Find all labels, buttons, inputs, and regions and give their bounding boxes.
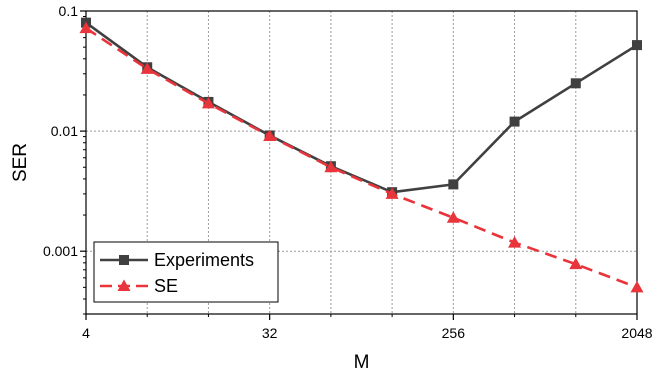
x-tick-label: 4 [82,325,90,341]
x-tick-label: 32 [262,325,278,341]
x-axis-title: M [354,352,370,373]
data-point [509,116,520,127]
plot-area-frame [85,10,638,315]
series-line [85,21,638,194]
legend: Experiments SE [93,241,279,303]
series-layer [79,17,644,293]
legend-marker [119,255,129,265]
data-point [324,160,338,173]
x-tick-label: 2048 [621,325,652,341]
data-point [630,280,644,293]
axis-ticks: 4 32 256 2048 0.1 0.01 0.001 [43,3,653,341]
data-point [508,236,522,248]
series-line [85,27,638,289]
series-se [79,21,644,293]
y-tick-label: 0.1 [59,3,79,19]
data-point [140,62,154,74]
y-tick-label: 0.01 [51,123,78,139]
data-point [201,96,215,109]
y-tick-label: 0.001 [43,243,78,259]
legend-box [93,241,279,303]
x-tick-label: 256 [442,325,466,341]
y-axis-title: SER [10,143,31,182]
data-point [632,40,642,51]
legend-item-experiments: Experiments [100,250,254,270]
data-point [263,129,277,142]
series-experiments [81,17,642,198]
data-point [570,78,581,89]
data-point [446,211,460,223]
legend-label: Experiments [154,250,254,270]
data-point [385,187,399,199]
legend-item-se: SE [100,276,178,296]
data-point [79,21,93,34]
legend-label: SE [154,276,178,296]
legend-marker [117,279,131,291]
data-point [569,257,583,270]
data-point [448,179,459,190]
